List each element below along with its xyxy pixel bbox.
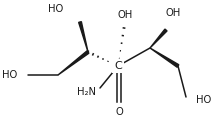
Text: HO: HO [48, 4, 64, 14]
Text: OH: OH [166, 8, 181, 18]
Text: O: O [115, 107, 123, 117]
Polygon shape [58, 51, 89, 75]
Polygon shape [150, 48, 179, 67]
Text: OH: OH [118, 10, 133, 20]
Polygon shape [150, 29, 167, 48]
Text: C: C [114, 61, 122, 71]
Polygon shape [79, 22, 88, 52]
Text: HO: HO [196, 95, 211, 105]
Text: H₂N: H₂N [77, 87, 96, 97]
Text: HO: HO [2, 70, 17, 80]
